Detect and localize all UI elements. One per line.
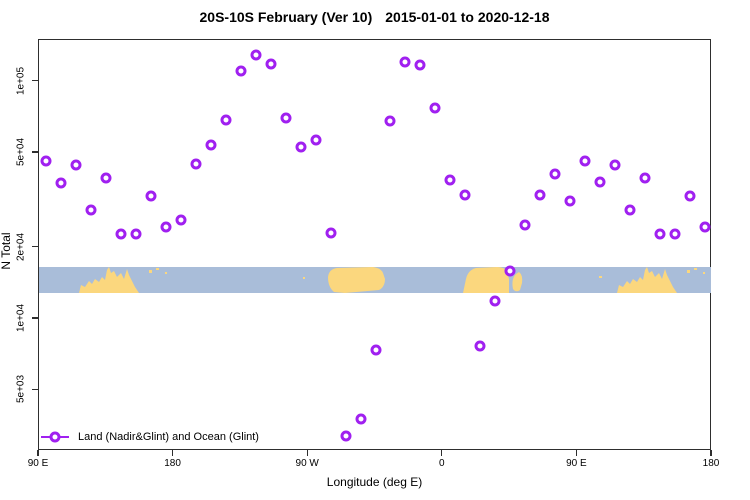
- data-point: [594, 176, 606, 188]
- data-point: [190, 158, 202, 170]
- data-point: [579, 155, 591, 167]
- x-tick-label: 90 E: [27, 458, 49, 469]
- legend-label: Land (Nadir&Glint) and Ocean (Glint): [78, 431, 259, 443]
- data-point: [70, 159, 82, 171]
- data-point: [205, 139, 217, 151]
- data-point: [564, 195, 576, 207]
- x-tick-mark: [37, 450, 39, 456]
- legend: Land (Nadir&Glint) and Ocean (Glint): [41, 429, 259, 445]
- data-point: [220, 114, 232, 126]
- data-point: [310, 134, 322, 146]
- data-point: [175, 214, 187, 226]
- legend-marker-icon: [49, 431, 61, 443]
- y-tick-mark: [32, 245, 38, 248]
- y-tick-label: 1e+04: [15, 303, 27, 333]
- x-axis-title: Longitude (deg E): [326, 475, 423, 489]
- data-point: [534, 189, 546, 201]
- x-tick-mark: [171, 450, 174, 456]
- x-tick-label: 180: [164, 458, 181, 469]
- data-point: [474, 340, 486, 352]
- data-point: [325, 227, 337, 239]
- data-point: [624, 204, 636, 216]
- data-point: [459, 189, 471, 201]
- x-tick-label: 180: [702, 458, 720, 469]
- y-tick-label: 5e+03: [15, 375, 27, 404]
- legend-line-sample: [41, 431, 69, 443]
- data-point: [669, 228, 681, 240]
- y-tick-mark: [32, 317, 38, 319]
- data-point: [295, 141, 307, 153]
- data-point: [684, 190, 696, 202]
- x-tick-mark: [306, 450, 308, 456]
- data-point: [384, 115, 396, 127]
- y-tick-mark: [32, 388, 38, 391]
- data-point: [85, 204, 97, 216]
- data-point: [370, 344, 381, 356]
- data-point: [235, 65, 247, 77]
- data-point: [115, 228, 127, 240]
- y-tick-label: 2e+04: [15, 232, 27, 261]
- map-strip-land: [79, 267, 705, 293]
- data-point: [280, 112, 292, 124]
- chart-title: 20S-10S February (Ver 10) 2015-01-01 to 2…: [38, 9, 711, 25]
- data-point: [414, 59, 426, 71]
- chart-title-right: 2015-01-01 to 2020-12-18: [385, 9, 550, 25]
- data-point: [40, 155, 52, 167]
- x-tick-label: 90 E: [566, 458, 587, 469]
- data-point: [489, 295, 501, 307]
- data-point: [639, 172, 651, 184]
- y-tick-mark: [32, 151, 38, 153]
- plot-area: Land (Nadir&Glint) and Ocean (Glint): [38, 39, 711, 450]
- map-strip: [39, 267, 711, 293]
- data-point: [609, 159, 621, 171]
- data-point: [250, 49, 262, 61]
- data-point: [654, 228, 666, 240]
- data-point: [699, 221, 711, 233]
- data-point: [444, 174, 456, 186]
- data-point: [399, 56, 411, 68]
- data-point: [55, 177, 67, 189]
- y-axis-title: N Total: [0, 232, 13, 270]
- x-tick-mark: [441, 450, 443, 456]
- y-tick-mark: [32, 80, 38, 82]
- data-point: [519, 219, 531, 231]
- x-tick-mark: [710, 450, 712, 456]
- data-point: [145, 190, 157, 202]
- x-tick-mark: [575, 450, 578, 456]
- x-tick-label: 0: [439, 458, 445, 469]
- y-tick-label: 1e+05: [15, 66, 27, 95]
- data-point: [504, 265, 516, 277]
- y-tick-label: 5e+04: [15, 138, 27, 167]
- data-point: [130, 228, 142, 240]
- data-point: [340, 430, 352, 442]
- x-tick-label: 90 W: [295, 458, 319, 469]
- data-point: [265, 58, 277, 70]
- data-point: [429, 102, 441, 114]
- chart-title-left: 20S-10S February (Ver 10): [199, 9, 373, 25]
- data-point: [355, 413, 367, 425]
- data-point: [100, 172, 112, 184]
- data-point: [549, 168, 561, 180]
- data-point: [160, 221, 172, 233]
